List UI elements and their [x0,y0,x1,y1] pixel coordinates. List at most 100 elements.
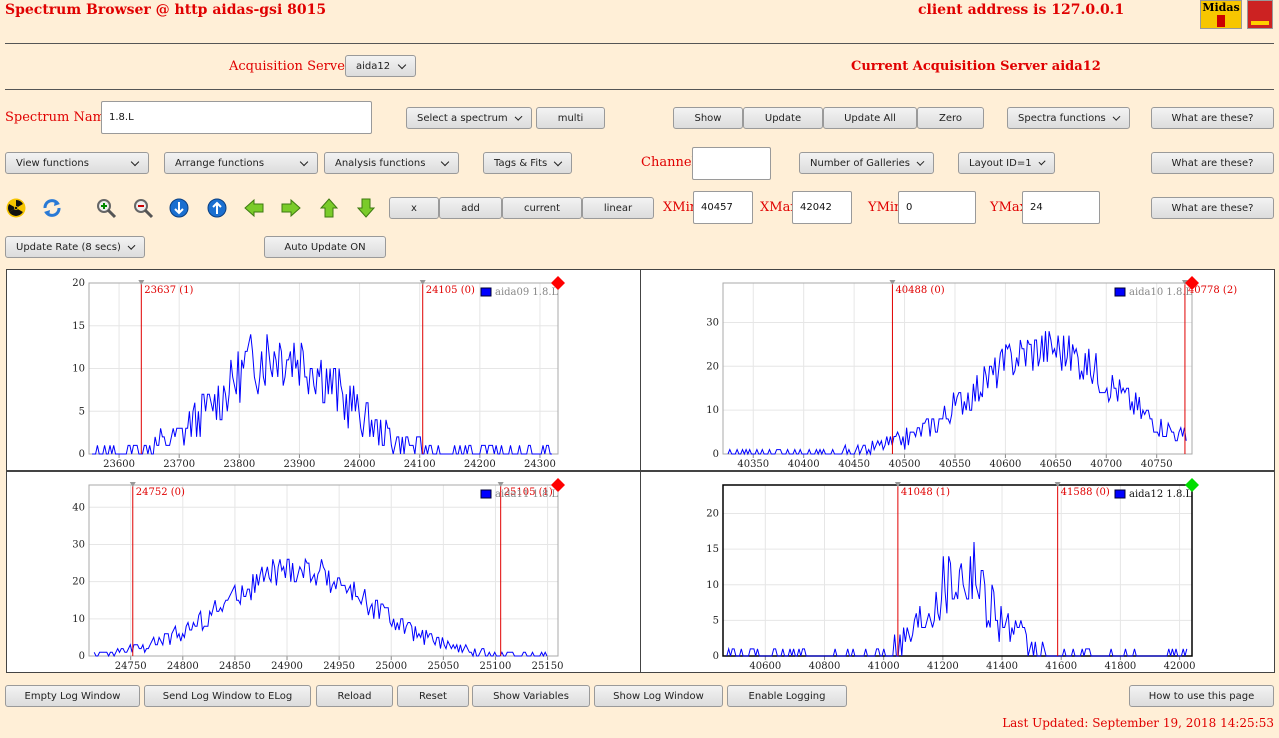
reset-button[interactable]: Reset [397,685,469,707]
x-button[interactable]: x [389,197,439,219]
select-spectrum-dropdown[interactable]: Select a spectrum [406,107,532,129]
y-tick-label: 0 [713,449,719,460]
x-tick-label: 23900 [284,459,316,470]
legend-label: aida12 1.8.L [1129,489,1193,500]
multi-button[interactable]: multi [536,107,605,129]
y-tick-label: 10 [706,405,719,416]
current-button[interactable]: current [502,197,582,219]
spectrum-name-label: Spectrum Name: [5,110,117,125]
show-log-window-button[interactable]: Show Log Window [594,685,723,707]
view-functions-dropdown[interactable]: View functions [5,152,149,174]
spectrum-name-input[interactable]: 1.8.L [101,101,372,134]
spectrum-chart: 0 5 10 15 20 40600 40800 41000 41200 41400 41600 41… [706,478,1199,672]
x-tick-label: 24000 [344,459,376,470]
ymin-label: YMin [868,200,903,215]
x-tick-label: 40700 [1090,459,1122,470]
arrange-functions-dropdown[interactable]: Arrange functions [164,152,318,174]
spectrum-panel-aida11[interactable]: 0 10 20 30 40 24750 24800 24850 24900 24950 25000 2… [6,471,641,673]
marker-handle [419,280,426,285]
x-tick-label: 41000 [868,661,900,672]
marker-handle [497,482,504,487]
empty-log-button[interactable]: Empty Log Window [5,685,140,707]
reload-button[interactable]: Reload [316,685,393,707]
marker-handle [129,482,136,487]
zoom-in-icon[interactable] [95,197,117,219]
send-log-elog-button[interactable]: Send Log Window to ELog [144,685,311,707]
update-rate-dropdown[interactable]: Update Rate (8 secs) [5,236,145,258]
x-tick-label: 41600 [1045,661,1077,672]
tags-fits-dropdown[interactable]: Tags & Fits [483,152,572,174]
acq-servers-label: Acquisition Servers [229,59,358,74]
add-button[interactable]: add [439,197,502,219]
x-tick-label: 23700 [163,459,195,470]
x-tick-label: 24300 [524,459,556,470]
marker-handle [138,280,145,285]
arrow-up-circle-icon[interactable] [206,197,228,219]
x-tick-label: 42000 [1164,661,1196,672]
what-are-these-button[interactable]: What are these? [1151,152,1274,174]
x-tick-label: 40750 [1141,459,1173,470]
arrow-up-icon[interactable] [318,197,340,219]
enable-logging-button[interactable]: Enable Logging [727,685,847,707]
x-tick-label: 40650 [1040,459,1072,470]
x-tick-label: 25100 [480,661,512,672]
y-tick-label: 30 [72,539,85,550]
lab-logo [1247,0,1273,29]
y-tick-label: 5 [713,615,719,626]
y-tick-label: 10 [72,364,85,375]
legend-swatch [1114,287,1126,297]
zero-button[interactable]: Zero [917,107,984,129]
ymin-input[interactable]: 0 [898,191,976,224]
analysis-functions-dropdown[interactable]: Analysis functions [324,152,459,174]
arrow-down-circle-icon[interactable] [168,197,190,219]
midas-logo: Midas [1200,0,1242,29]
what-are-these-button[interactable]: What are these? [1151,107,1274,129]
spectrum-panel-aida09[interactable]: 0 5 10 15 20 23600 23700 23800 23900 24000 24100 24… [6,269,641,471]
client-address: client address is 127.0.0.1 [918,2,1125,18]
auto-update-button[interactable]: Auto Update ON [264,236,386,258]
ymax-input[interactable]: 24 [1022,191,1100,224]
update-button[interactable]: Update [743,107,823,129]
spectrum-panel-aida10[interactable]: 0 10 20 30 40350 40400 40450 40500 40550 40600 406… [640,269,1275,471]
channel-input[interactable] [692,147,771,180]
status-diamond-icon[interactable] [551,276,565,290]
arrow-down-icon[interactable] [355,197,377,219]
y-tick-label: 40 [72,502,85,513]
x-tick-label: 24800 [167,661,199,672]
zoom-out-icon[interactable] [132,197,154,219]
y-tick-label: 15 [72,321,85,332]
channel-label: Channel: [641,155,701,170]
status-diamond-icon[interactable] [551,478,565,492]
marker-handle [1181,280,1188,285]
spectrum-panel-aida12[interactable]: 0 5 10 15 20 40600 40800 41000 41200 41400 41600 41… [640,471,1275,673]
acq-server-select[interactable]: aida12 [345,55,416,77]
spectrum-series-line [93,557,548,658]
y-tick-label: 20 [706,509,719,520]
show-button[interactable]: Show [673,107,743,129]
what-are-these-button[interactable]: What are these? [1151,197,1274,219]
show-variables-button[interactable]: Show Variables [472,685,590,707]
y-tick-label: 10 [706,580,719,591]
marker-label: 25105 (1) [504,487,553,498]
update-all-button[interactable]: Update All [823,107,917,129]
x-tick-label: 40550 [939,459,971,470]
status-diamond-icon[interactable] [1185,478,1199,492]
page-title: Spectrum Browser @ http aidas-gsi 8015 [5,2,327,18]
legend-label: aida09 1.8.L [495,287,559,298]
x-tick-label: 40450 [838,459,870,470]
how-to-use-button[interactable]: How to use this page [1129,685,1274,707]
xmin-input[interactable]: 40457 [693,191,753,224]
arrow-right-icon[interactable] [280,197,302,219]
status-diamond-icon[interactable] [1185,276,1199,290]
spectra-functions-dropdown[interactable]: Spectra functions [1007,107,1130,129]
number-of-galleries-dropdown[interactable]: Number of Galleries [799,152,934,174]
xmax-input[interactable]: 42042 [792,191,852,224]
layout-dropdown[interactable]: Layout ID=1 [958,152,1055,174]
x-tick-label: 40600 [749,661,781,672]
linear-button[interactable]: linear [582,197,654,219]
marker-label: 24105 (0) [426,285,475,296]
last-updated: Last Updated: September 19, 2018 14:25:5… [1002,716,1274,730]
radiation-icon[interactable] [5,197,27,219]
arrow-left-icon[interactable] [243,197,265,219]
refresh-icon[interactable] [41,197,63,219]
